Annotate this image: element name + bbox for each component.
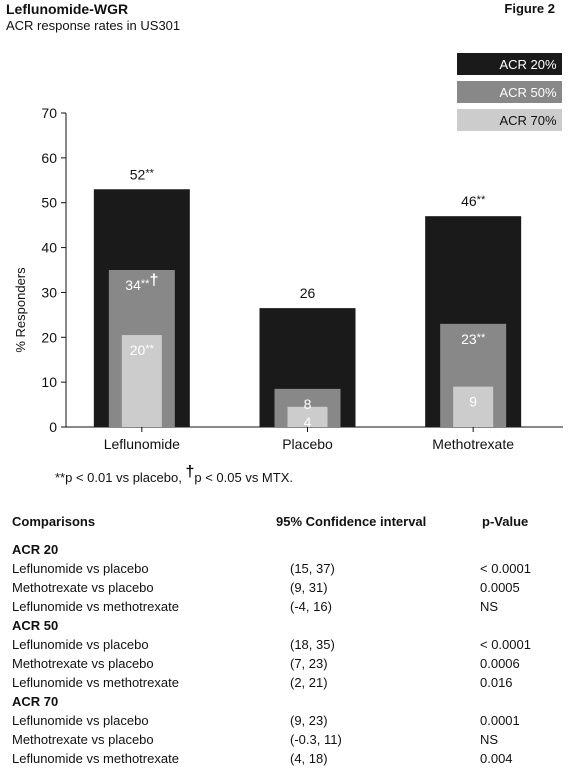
data-label: 9 xyxy=(469,394,477,410)
comparison-cell: Methotrexate vs placebo xyxy=(12,580,154,595)
p-value-cell: NS xyxy=(480,599,499,614)
table-group-label: ACR 50 xyxy=(12,618,59,633)
legend-swatch xyxy=(457,81,492,103)
y-tick-label: 70 xyxy=(41,105,57,121)
table-row: Methotrexate vs placebo (-0.3, 11) NS xyxy=(12,730,564,749)
x-tick-label: Methotrexate xyxy=(432,436,514,452)
legend-label-bg xyxy=(492,53,562,75)
y-axis-label: % Responders xyxy=(13,267,28,353)
x-tick-label: Leflunomide xyxy=(104,436,180,452)
confidence-interval-cell: (2, 21) xyxy=(290,675,328,690)
table-header-row: Comparisons 95% Confidence interval p-Va… xyxy=(12,512,564,532)
confidence-interval-cell: (-4, 16) xyxy=(290,599,332,614)
figure-title: Leflunomide-WGR xyxy=(6,1,129,17)
table-group-label: ACR 20 xyxy=(12,542,59,557)
data-label: 46** xyxy=(461,193,486,209)
confidence-interval-cell: (18, 35) xyxy=(290,637,335,652)
confidence-interval-cell: (15, 37) xyxy=(290,561,335,576)
y-tick-label: 0 xyxy=(49,419,57,435)
confidence-interval-cell: (9, 31) xyxy=(290,580,328,595)
data-label: 26 xyxy=(300,285,316,301)
comparison-table: Comparisons 95% Confidence interval p-Va… xyxy=(12,512,564,768)
comparison-cell: Leflunomide vs methotrexate xyxy=(12,675,179,690)
confidence-interval-cell: (4, 18) xyxy=(290,751,328,766)
figure-subtitle: ACR response rates in US301 xyxy=(6,18,181,33)
confidence-interval-cell: (-0.3, 11) xyxy=(290,732,342,747)
header-confidence-interval: 95% Confidence interval xyxy=(276,514,427,529)
x-tick-label: Placebo xyxy=(282,436,333,452)
legend-swatch xyxy=(457,53,492,75)
legend-label: ACR 20% xyxy=(499,57,557,72)
table-row: Leflunomide vs placebo (9, 23) 0.0001 xyxy=(12,711,564,730)
table-group-label: ACR 70 xyxy=(12,694,59,709)
table-row: Leflunomide vs placebo (18, 35) < 0.0001 xyxy=(12,635,564,654)
y-tick-label: 40 xyxy=(41,240,57,256)
table-row: Leflunomide vs methotrexate (2, 21) 0.016 xyxy=(12,673,564,692)
comparison-cell: Leflunomide vs placebo xyxy=(12,637,149,652)
y-tick-label: 60 xyxy=(41,150,57,166)
legend-label: ACR 50% xyxy=(499,85,557,100)
y-tick-label: 20 xyxy=(41,329,57,345)
data-label: 8 xyxy=(304,396,312,412)
significance-footnote: **p < 0.01 vs placebo, †p < 0.05 vs MTX. xyxy=(55,464,293,485)
table-row: Leflunomide vs methotrexate (4, 18) 0.004 xyxy=(12,749,564,768)
legend-swatch xyxy=(457,109,492,131)
header-p-value: p-Value xyxy=(482,514,529,529)
table-row: Methotrexate vs placebo (9, 31) 0.0005 xyxy=(12,578,564,597)
data-label: 20** xyxy=(130,342,155,358)
legend-label: ACR 70% xyxy=(499,113,557,128)
bar-acr-70 xyxy=(121,335,162,427)
p-value-cell: 0.016 xyxy=(480,675,513,690)
legend-label-bg xyxy=(492,81,562,103)
footnote-text-1: **p < 0.01 vs placebo, xyxy=(55,470,186,485)
p-value-cell: < 0.0001 xyxy=(480,561,531,576)
data-label: 23** xyxy=(461,331,486,347)
footnote-text-2: p < 0.05 vs MTX. xyxy=(194,470,293,485)
y-tick-label: 30 xyxy=(41,284,57,300)
y-tick-label: 10 xyxy=(41,374,57,390)
table-row: Methotrexate vs placebo (7, 23) 0.0006 xyxy=(12,654,564,673)
bar-acr-70 xyxy=(453,386,494,427)
bar-acr-70 xyxy=(287,406,328,427)
legend-label-bg xyxy=(492,109,562,131)
comparison-cell: Leflunomide vs methotrexate xyxy=(12,599,179,614)
p-value-cell: NS xyxy=(480,732,499,747)
comparison-cell: Methotrexate vs placebo xyxy=(12,656,154,671)
p-value-cell: < 0.0001 xyxy=(480,637,531,652)
comparison-cell: Leflunomide vs placebo xyxy=(12,561,149,576)
dagger-symbol: † xyxy=(185,463,195,481)
figure-number: Figure 2 xyxy=(504,1,555,16)
comparison-cell: Methotrexate vs placebo xyxy=(12,732,154,747)
bar-chart: 0 10 20 30 40 50 60 70 % Responders Leflunomide 52… xyxy=(13,53,563,452)
p-value-cell: 0.0005 xyxy=(480,580,520,595)
data-label: 34**† xyxy=(125,272,158,293)
confidence-interval-cell: (7, 23) xyxy=(290,656,328,671)
data-label: 52** xyxy=(130,166,155,182)
confidence-interval-cell: (9, 23) xyxy=(290,713,328,728)
table-row: Leflunomide vs methotrexate (-4, 16) NS xyxy=(12,597,564,616)
table-row: Leflunomide vs placebo (15, 37) < 0.0001 xyxy=(12,559,564,578)
comparison-cell: Leflunomide vs placebo xyxy=(12,713,149,728)
y-tick-label: 50 xyxy=(41,195,57,211)
header-comparisons: Comparisons xyxy=(12,514,96,529)
p-value-cell: 0.0001 xyxy=(480,713,520,728)
p-value-cell: 0.0006 xyxy=(480,656,520,671)
p-value-cell: 0.004 xyxy=(480,751,513,766)
comparison-cell: Leflunomide vs methotrexate xyxy=(12,751,179,766)
data-label: 4 xyxy=(304,414,312,430)
